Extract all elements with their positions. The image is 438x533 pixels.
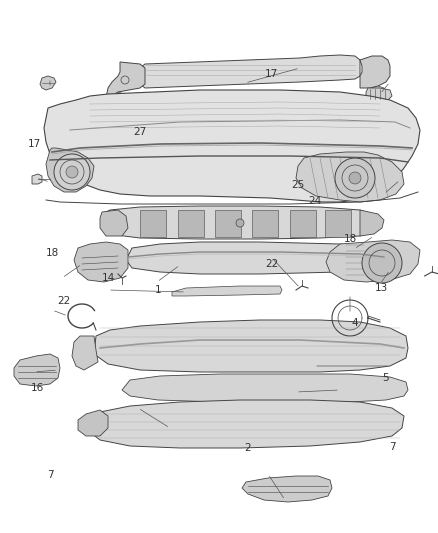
Text: 4: 4 bbox=[351, 318, 358, 328]
Text: 18: 18 bbox=[46, 248, 59, 257]
Text: 13: 13 bbox=[374, 283, 388, 293]
Polygon shape bbox=[290, 210, 316, 237]
Polygon shape bbox=[46, 148, 94, 192]
Circle shape bbox=[335, 158, 375, 198]
Text: 17: 17 bbox=[265, 69, 278, 78]
Polygon shape bbox=[360, 56, 390, 88]
Circle shape bbox=[66, 166, 78, 178]
Polygon shape bbox=[366, 88, 392, 100]
Text: 27: 27 bbox=[134, 127, 147, 137]
Polygon shape bbox=[100, 210, 128, 236]
Polygon shape bbox=[102, 206, 382, 239]
Polygon shape bbox=[40, 76, 56, 90]
Polygon shape bbox=[94, 320, 408, 372]
Circle shape bbox=[54, 154, 90, 190]
Polygon shape bbox=[44, 90, 420, 202]
Polygon shape bbox=[140, 55, 360, 88]
Polygon shape bbox=[140, 210, 166, 237]
Circle shape bbox=[236, 219, 244, 227]
Polygon shape bbox=[370, 86, 388, 108]
Text: 1: 1 bbox=[154, 286, 161, 295]
Polygon shape bbox=[122, 374, 408, 402]
Polygon shape bbox=[78, 410, 108, 436]
Text: 18: 18 bbox=[344, 234, 357, 244]
Polygon shape bbox=[74, 242, 128, 282]
Text: 24: 24 bbox=[309, 197, 322, 206]
Polygon shape bbox=[14, 354, 60, 386]
Text: 7: 7 bbox=[47, 471, 54, 480]
Polygon shape bbox=[72, 336, 98, 370]
Polygon shape bbox=[215, 210, 241, 237]
Text: 16: 16 bbox=[31, 383, 44, 393]
Polygon shape bbox=[112, 92, 128, 108]
Text: 22: 22 bbox=[57, 296, 70, 305]
Polygon shape bbox=[325, 210, 351, 237]
Polygon shape bbox=[360, 210, 384, 236]
Polygon shape bbox=[90, 400, 404, 448]
Polygon shape bbox=[178, 210, 204, 237]
Text: 17: 17 bbox=[28, 139, 41, 149]
Text: 2: 2 bbox=[244, 443, 251, 453]
Text: 7: 7 bbox=[389, 442, 396, 451]
Polygon shape bbox=[172, 286, 282, 296]
Circle shape bbox=[362, 243, 402, 283]
Polygon shape bbox=[242, 476, 332, 502]
Polygon shape bbox=[326, 240, 420, 282]
Circle shape bbox=[349, 172, 361, 184]
Polygon shape bbox=[126, 242, 382, 274]
Text: 22: 22 bbox=[265, 260, 278, 269]
Polygon shape bbox=[106, 62, 145, 100]
Polygon shape bbox=[32, 174, 42, 184]
Polygon shape bbox=[296, 152, 404, 202]
Text: 14: 14 bbox=[102, 273, 115, 283]
Text: 5: 5 bbox=[382, 374, 389, 383]
Text: 25: 25 bbox=[291, 181, 304, 190]
Polygon shape bbox=[252, 210, 278, 237]
